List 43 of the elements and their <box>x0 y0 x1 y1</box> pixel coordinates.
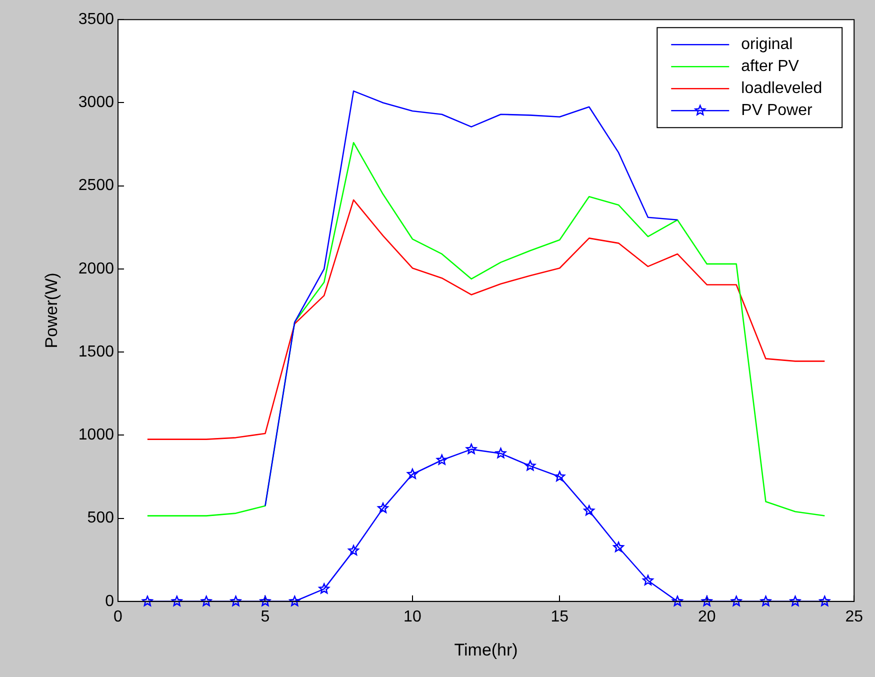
point <box>348 545 359 556</box>
y-tick-label: 1000 <box>78 426 114 444</box>
point <box>230 596 242 606</box>
x-axis-title: Time(hr) <box>454 640 518 660</box>
y-tick-label: 0 <box>105 592 114 610</box>
x-tick-label: 5 <box>260 608 270 626</box>
point <box>171 596 182 606</box>
point <box>524 460 536 471</box>
legend-label: after PV <box>741 58 800 76</box>
point <box>819 596 830 606</box>
y-tick-label: 2500 <box>78 177 114 194</box>
y-tick-label: 1500 <box>78 343 114 360</box>
point <box>701 596 712 606</box>
point <box>584 505 595 516</box>
point <box>142 596 153 606</box>
point <box>466 444 477 454</box>
x-tick-label: 25 <box>845 608 864 626</box>
x-tick-label: 15 <box>550 608 569 626</box>
point <box>554 471 566 482</box>
point <box>436 454 448 465</box>
point <box>289 596 300 606</box>
point <box>318 583 330 594</box>
point <box>407 468 418 479</box>
point <box>613 542 624 552</box>
y-axis-title: Power(W) <box>42 272 61 348</box>
x-tick-label: 20 <box>698 608 716 626</box>
point <box>642 574 654 586</box>
point <box>672 596 683 606</box>
legend-label: PV Power <box>741 102 813 120</box>
y-tick-label: 2000 <box>78 260 114 278</box>
point <box>495 448 506 458</box>
point <box>790 596 801 606</box>
point <box>260 596 271 606</box>
y-tick-label: 3500 <box>78 11 114 28</box>
legend-label: original <box>741 36 793 54</box>
x-tick-label: 10 <box>404 608 422 626</box>
point <box>378 502 388 514</box>
y-tick-label: 500 <box>87 510 114 527</box>
y-tick-label: 3000 <box>78 94 114 112</box>
point <box>760 596 772 606</box>
point <box>730 596 742 606</box>
point <box>200 596 212 606</box>
legend-label: loadleveled <box>741 80 822 98</box>
